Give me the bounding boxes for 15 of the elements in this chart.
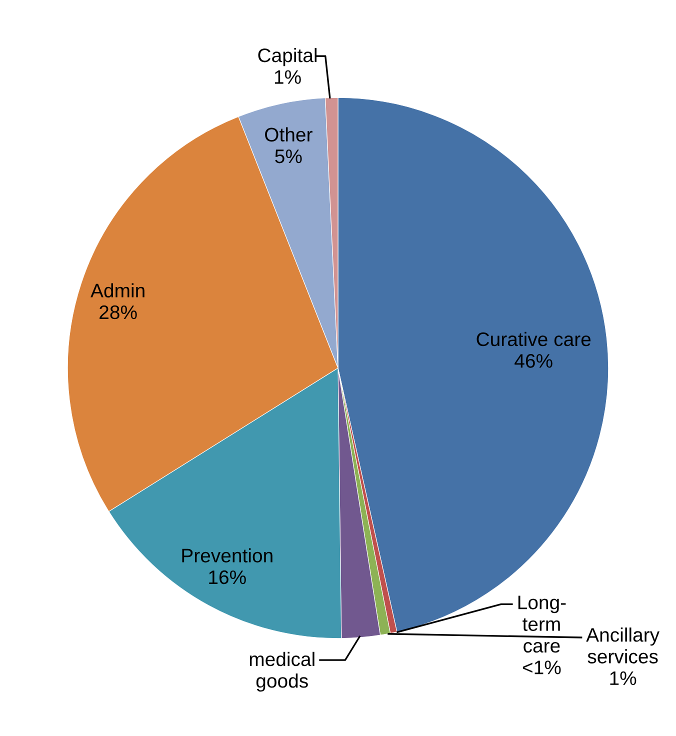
- data-label: 16%: [209, 570, 246, 584]
- slice-label: Admin: [90, 283, 144, 298]
- data-label: <1%: [522, 660, 561, 674]
- slice-label: Ancillary services: [586, 628, 660, 664]
- data-label: 46%: [514, 354, 552, 368]
- data-label: 1%: [610, 671, 636, 686]
- slice-label: Capital: [258, 48, 316, 66]
- data-label: 5%: [275, 150, 302, 164]
- slice-label: Other: [265, 127, 312, 142]
- slice-label: Long-term care: [518, 596, 566, 653]
- data-label: 1%: [274, 70, 301, 84]
- slice-label: Curative care: [476, 332, 591, 346]
- slice-label: Prevention: [182, 548, 272, 562]
- data-label: 28%: [100, 305, 137, 320]
- slice-label: medical goods: [250, 652, 314, 692]
